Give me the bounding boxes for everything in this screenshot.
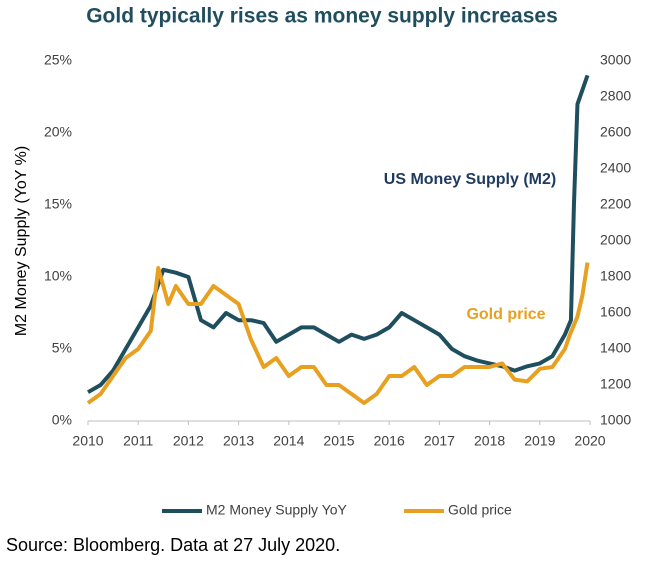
y2-tick-label: 1800 [600,268,631,284]
y-axis-label: M2 Money Supply (YoY %) [13,146,30,336]
y2-tick-label: 1400 [600,340,631,356]
series-line [87,74,590,394]
legend-label: Gold price [448,502,512,518]
x-tick-label: 2018 [474,433,505,449]
y2-tick-label: 2800 [600,88,631,104]
source-note: Source: Bloomberg. Data at 27 July 2020. [6,535,340,555]
series-line [86,262,590,405]
y2-tick-label: 2600 [600,124,631,140]
x-tick-label: 2013 [223,433,254,449]
y2-tick-label: 2000 [600,232,631,248]
x-tick-label: 2011 [123,433,153,449]
y-tick-label: 0% [52,412,72,428]
x-tick-label: 2016 [374,433,405,449]
y-tick-label: 25% [44,52,72,68]
y-tick-label: 15% [44,196,72,212]
y2-tick-label: 2200 [600,196,631,212]
annotation: US Money Supply (M2) [384,171,556,188]
y-tick-label: 10% [44,268,72,284]
x-tick-label: 2012 [173,433,204,449]
y2-tick-label: 3000 [600,52,631,68]
x-tick-label: 2010 [72,433,103,449]
y2-tick-label: 1600 [600,304,631,320]
x-tick-label: 2019 [524,433,555,449]
legend-label: M2 Money Supply YoY [206,502,348,518]
x-tick-label: 2017 [424,433,455,449]
y2-tick-label: 1200 [600,376,631,392]
x-tick-label: 2020 [574,433,605,449]
annotation: Gold price [466,306,545,323]
x-tick-label: 2015 [323,433,354,449]
chart-title: Gold typically rises as money supply inc… [86,5,558,28]
y-tick-label: 20% [44,124,72,140]
y-tick-label: 5% [52,340,72,356]
y2-tick-label: 1000 [600,412,631,428]
x-tick-label: 2014 [273,433,304,449]
y2-tick-label: 2400 [600,160,631,176]
